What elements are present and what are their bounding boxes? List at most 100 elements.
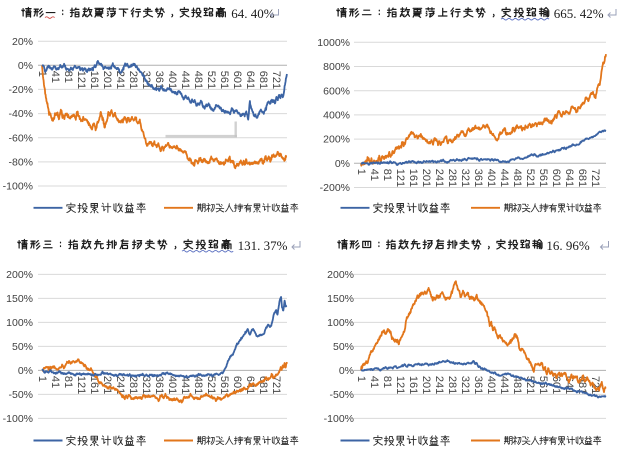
- svg-text:100%: 100%: [6, 317, 33, 329]
- svg-text:561: 561: [218, 71, 230, 89]
- svg-text:0%: 0%: [18, 60, 33, 72]
- svg-text:401: 401: [485, 169, 497, 187]
- svg-text:681: 681: [257, 376, 269, 394]
- svg-text:361: 361: [472, 376, 484, 394]
- svg-text:521: 521: [205, 376, 217, 394]
- svg-text:681: 681: [257, 71, 269, 89]
- svg-text:131. 37%: 131. 37%: [238, 238, 288, 253]
- svg-text:441: 441: [498, 376, 510, 394]
- svg-text:241: 241: [114, 376, 126, 394]
- svg-text:361: 361: [153, 71, 165, 89]
- svg-text:0%: 0%: [339, 365, 354, 377]
- svg-text:201: 201: [101, 71, 113, 89]
- svg-text:200%: 200%: [327, 269, 354, 281]
- svg-text:1: 1: [355, 376, 367, 382]
- svg-text:401: 401: [166, 376, 178, 394]
- svg-text:400%: 400%: [323, 110, 350, 122]
- svg-text:641: 641: [563, 169, 575, 187]
- svg-text:601: 601: [550, 169, 562, 187]
- svg-text:121: 121: [394, 169, 406, 187]
- svg-text:-20%: -20%: [8, 84, 33, 96]
- svg-text:601: 601: [550, 376, 562, 394]
- svg-text:-100%: -100%: [3, 413, 33, 425]
- svg-text:41: 41: [368, 376, 380, 388]
- svg-text:281: 281: [446, 376, 458, 394]
- svg-text:81: 81: [62, 71, 74, 83]
- svg-text:-80%: -80%: [8, 157, 33, 169]
- svg-text:-100%: -100%: [3, 181, 33, 193]
- svg-text:1: 1: [36, 376, 48, 382]
- svg-text:200%: 200%: [323, 134, 350, 146]
- svg-text:561: 561: [218, 376, 230, 394]
- svg-text:-100%: -100%: [324, 413, 354, 425]
- svg-text:401: 401: [485, 376, 497, 394]
- svg-text:41: 41: [49, 376, 61, 388]
- svg-text:401: 401: [166, 71, 178, 89]
- svg-text:121: 121: [75, 71, 87, 89]
- svg-text:150%: 150%: [6, 293, 33, 305]
- svg-text:81: 81: [381, 169, 393, 181]
- svg-text:281: 281: [127, 71, 139, 89]
- svg-text:0%: 0%: [335, 158, 350, 170]
- svg-text:-50%: -50%: [8, 389, 33, 401]
- svg-text:521: 521: [524, 376, 536, 394]
- svg-text:241: 241: [433, 376, 445, 394]
- svg-text:20%: 20%: [12, 36, 33, 48]
- svg-text:0%: 0%: [18, 365, 33, 377]
- svg-text:-40%: -40%: [8, 108, 33, 120]
- svg-text:721: 721: [270, 376, 282, 394]
- svg-text:521: 521: [524, 169, 536, 187]
- svg-text:481: 481: [511, 376, 523, 394]
- svg-text:481: 481: [192, 71, 204, 89]
- svg-text:200%: 200%: [6, 269, 33, 281]
- svg-text:641: 641: [244, 71, 256, 89]
- svg-text:201: 201: [420, 376, 432, 394]
- svg-text:441: 441: [179, 376, 191, 394]
- svg-text:361: 361: [153, 376, 165, 394]
- svg-text:321: 321: [459, 376, 471, 394]
- svg-text:1: 1: [355, 169, 367, 175]
- svg-text:481: 481: [511, 169, 523, 187]
- svg-text:-200%: -200%: [320, 182, 350, 194]
- svg-text:201: 201: [101, 376, 113, 394]
- svg-text:100%: 100%: [327, 317, 354, 329]
- svg-text:281: 281: [127, 376, 139, 394]
- svg-text:241: 241: [433, 169, 445, 187]
- svg-text:721: 721: [270, 71, 282, 89]
- svg-text:441: 441: [498, 169, 510, 187]
- svg-text:50%: 50%: [333, 341, 354, 353]
- svg-text:481: 481: [192, 376, 204, 394]
- svg-text:601: 601: [231, 71, 243, 89]
- svg-text:681: 681: [576, 169, 588, 187]
- svg-text:81: 81: [381, 376, 393, 388]
- svg-text:161: 161: [407, 376, 419, 394]
- svg-text:721: 721: [589, 169, 601, 187]
- svg-text:121: 121: [75, 376, 87, 394]
- svg-text:521: 521: [205, 71, 217, 89]
- svg-text:64. 40%: 64. 40%: [231, 6, 274, 21]
- svg-text:41: 41: [49, 71, 61, 83]
- svg-text:81: 81: [62, 376, 74, 388]
- svg-text:321: 321: [140, 376, 152, 394]
- svg-text:201: 201: [420, 169, 432, 187]
- svg-text:600%: 600%: [323, 85, 350, 97]
- svg-text:150%: 150%: [327, 293, 354, 305]
- svg-text:361: 361: [472, 169, 484, 187]
- svg-text:561: 561: [537, 169, 549, 187]
- svg-text:281: 281: [446, 169, 458, 187]
- svg-text:561: 561: [537, 376, 549, 394]
- svg-text:-50%: -50%: [329, 389, 354, 401]
- svg-text:1000%: 1000%: [317, 37, 350, 49]
- svg-text:241: 241: [114, 71, 126, 89]
- svg-text:321: 321: [459, 169, 471, 187]
- svg-text:121: 121: [394, 376, 406, 394]
- svg-text:161: 161: [88, 376, 100, 394]
- svg-text:41: 41: [368, 169, 380, 181]
- svg-text:16. 96%: 16. 96%: [546, 238, 590, 253]
- svg-text:-60%: -60%: [8, 132, 33, 144]
- svg-text:161: 161: [407, 169, 419, 187]
- svg-text:441: 441: [179, 71, 191, 89]
- svg-text:50%: 50%: [12, 341, 33, 353]
- svg-text:800%: 800%: [323, 61, 350, 73]
- svg-text:161: 161: [88, 71, 100, 89]
